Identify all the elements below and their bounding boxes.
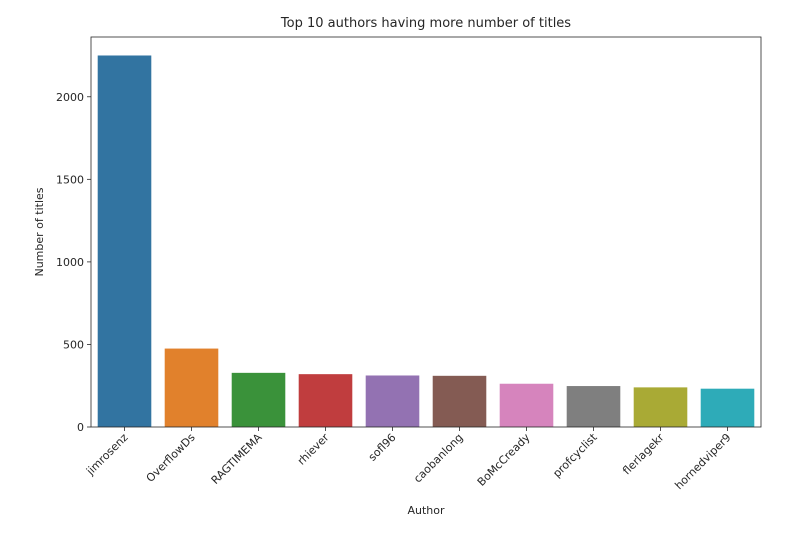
bar-profcyclist bbox=[566, 386, 621, 427]
y-tick-label-1000: 1000 bbox=[56, 256, 84, 269]
bar-rhiever bbox=[298, 374, 353, 427]
x-tick-label-rhiever: rhiever bbox=[295, 431, 332, 468]
bar-BoMcCready bbox=[499, 383, 554, 427]
x-axis-label: Author bbox=[407, 504, 445, 517]
bar-hornedviper9 bbox=[700, 388, 755, 427]
plot-frame bbox=[90, 36, 762, 428]
y-axis: 0 500 1000 1500 2000 bbox=[56, 91, 91, 434]
x-tick-label-profcyclist: profcyclist bbox=[550, 430, 600, 480]
x-tick-label-jimrosenz: jimrosenz bbox=[83, 431, 131, 479]
bar-caobanlong bbox=[432, 375, 487, 427]
y-tick-label-1500: 1500 bbox=[56, 173, 84, 186]
bar-flerlagekr bbox=[633, 387, 688, 427]
bars-group bbox=[97, 55, 755, 428]
x-tick-label-RAGTIMEMA: RAGTIMEMA bbox=[209, 431, 265, 487]
x-tick-label-caobanlong: caobanlong bbox=[411, 431, 465, 485]
bar-OverflowDs bbox=[164, 348, 219, 427]
y-tick-label-2000: 2000 bbox=[56, 91, 84, 104]
chart-title: Top 10 authors having more number of tit… bbox=[280, 16, 571, 31]
bar-sofl96 bbox=[365, 375, 420, 427]
x-axis: jimrosenz OverflowDs RAGTIMEMA rhiever sofl9… bbox=[83, 427, 734, 492]
x-tick-label-OverflowDs: OverflowDs bbox=[144, 431, 198, 485]
x-tick-label-sofl96: sofl96 bbox=[366, 431, 399, 464]
bar-jimrosenz bbox=[97, 55, 152, 428]
x-tick-label-hornedviper9: hornedviper9 bbox=[672, 431, 733, 492]
y-axis-label: Number of titles bbox=[33, 187, 46, 276]
x-tick-label-BoMcCready: BoMcCready bbox=[475, 431, 533, 489]
x-tick-label-flerlagekr: flerlagekr bbox=[620, 431, 667, 478]
y-tick-label-500: 500 bbox=[63, 338, 84, 351]
y-tick-label-0: 0 bbox=[77, 421, 84, 434]
bar-RAGTIMEMA bbox=[231, 372, 286, 427]
